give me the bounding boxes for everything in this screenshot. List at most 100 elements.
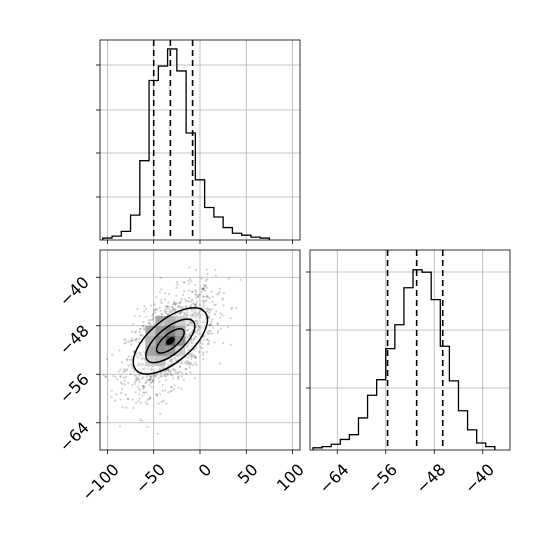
scatter-point	[119, 375, 122, 378]
scatter-point	[207, 332, 210, 336]
scatter-point	[167, 370, 170, 373]
scatter-point	[163, 310, 167, 313]
scatter-point	[143, 357, 146, 360]
scatter-point	[187, 362, 190, 365]
scatter-point	[202, 288, 205, 292]
scatter-point	[189, 327, 192, 330]
scatter-point	[190, 339, 193, 342]
scatter-point	[123, 369, 126, 372]
scatter-point	[192, 339, 195, 342]
scatter-point	[187, 356, 190, 359]
scatter-point	[142, 357, 145, 360]
scatter-point	[209, 309, 212, 312]
scatter-point	[189, 320, 192, 323]
scatter-point	[142, 387, 145, 390]
scatter-point	[176, 372, 179, 375]
scatter-point	[150, 375, 153, 378]
scatter-point	[191, 308, 194, 311]
scatter-point	[172, 357, 175, 360]
scatter-point	[190, 355, 193, 358]
scatter-point	[170, 306, 173, 309]
scatter-point	[163, 366, 166, 369]
scatter-point	[194, 361, 197, 364]
scatter-point	[175, 286, 178, 289]
scatter-point	[206, 278, 209, 281]
scatter-point	[180, 375, 184, 378]
scatter-point	[172, 377, 175, 380]
scatter-point	[150, 378, 153, 381]
scatter-point	[195, 325, 198, 328]
scatter-point	[126, 397, 130, 400]
scatter-point	[172, 308, 176, 311]
scatter-point	[149, 396, 152, 399]
scatter-point	[178, 312, 181, 315]
scatter-point	[185, 362, 188, 365]
scatter-point	[145, 315, 148, 318]
scatter-point	[156, 373, 159, 376]
scatter-point	[194, 305, 197, 308]
scatter-point	[189, 322, 192, 325]
contour-level	[155, 327, 185, 354]
scatter-point	[188, 289, 191, 292]
scatter-point	[131, 398, 134, 401]
scatter-point	[139, 401, 142, 404]
scatter-point	[202, 287, 205, 290]
scatter-point	[194, 268, 197, 272]
density-cell	[175, 325, 186, 336]
scatter-point	[192, 302, 195, 305]
scatter-point	[137, 387, 140, 391]
scatter-point	[169, 357, 172, 361]
scatter-point	[148, 379, 151, 382]
scatter-point	[195, 296, 198, 299]
scatter-point	[219, 312, 222, 315]
scatter-point	[184, 368, 187, 371]
scatter-point	[125, 406, 128, 409]
scatter-point	[134, 378, 137, 381]
scatter-point	[191, 290, 194, 293]
scatter-point	[114, 399, 117, 402]
scatter-point	[152, 313, 155, 316]
scatter-point	[135, 338, 138, 341]
scatter-point	[149, 381, 152, 384]
scatter-point	[197, 328, 200, 331]
scatter-point	[133, 370, 136, 373]
scatter-point	[204, 317, 208, 320]
scatter-point	[190, 357, 193, 360]
scatter-point	[155, 393, 158, 396]
scatter-point	[180, 388, 183, 391]
scatter-point	[140, 333, 143, 336]
scatter-point	[195, 322, 198, 326]
scatter-point	[189, 362, 192, 365]
hist-top-left	[96, 39, 301, 244]
scatter-point	[186, 312, 189, 316]
scatter-point	[152, 309, 155, 312]
scatter-point	[118, 425, 122, 428]
density-cell	[155, 325, 166, 336]
scatter-point	[161, 371, 164, 374]
scatter-point	[141, 419, 144, 422]
scatter-point	[205, 299, 208, 302]
density-cell	[145, 345, 156, 356]
scatter-point	[192, 325, 195, 329]
scatter-point	[137, 378, 141, 381]
scatter-point	[173, 302, 176, 305]
scatter-point	[178, 302, 182, 305]
scatter-point	[178, 370, 181, 373]
scatter-point	[144, 401, 147, 404]
scatter-point	[138, 330, 141, 333]
x-tick-label-bottom-left: 0	[195, 460, 216, 481]
scatter-point	[206, 338, 209, 341]
scatter-point	[207, 314, 210, 318]
scatter-point	[177, 375, 180, 378]
scatter-point	[138, 397, 141, 400]
scatter-point	[207, 308, 210, 311]
scatter-point	[166, 307, 169, 310]
scatter-point	[221, 314, 224, 317]
scatter-point	[206, 272, 209, 276]
scatter-point	[206, 307, 209, 310]
scatter-point	[130, 363, 133, 366]
scatter-point	[145, 391, 148, 394]
scatter-point	[165, 311, 168, 315]
scatter-point	[116, 378, 119, 381]
scatter-point	[142, 321, 145, 324]
